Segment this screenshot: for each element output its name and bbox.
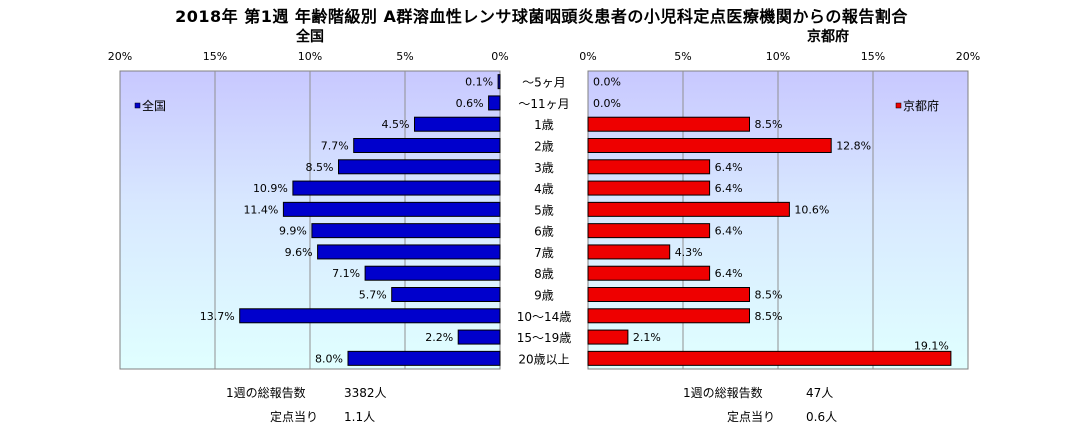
national-data-label: 5.7% <box>359 289 387 302</box>
national-per-value: 1.1人 <box>344 410 376 424</box>
kyoto-tick-label: 20% <box>956 50 980 63</box>
kyoto-legend-swatch <box>895 102 902 109</box>
kyoto-bar <box>587 223 711 239</box>
national-bar <box>457 329 501 345</box>
category-label: 6歳 <box>534 225 554 239</box>
national-bar <box>292 180 501 196</box>
national-data-label: 7.7% <box>321 140 349 153</box>
national-total-value: 3382人 <box>344 386 387 400</box>
kyoto-total-value: 47人 <box>806 386 834 400</box>
national-tick-label: 10% <box>298 50 322 63</box>
kyoto-bar <box>587 244 671 260</box>
national-data-label: 8.5% <box>306 161 334 174</box>
national-data-label: 4.5% <box>382 118 410 131</box>
national-data-label: 9.9% <box>279 225 307 238</box>
category-label: 1歳 <box>534 118 554 132</box>
kyoto-tick-label: 5% <box>674 50 691 63</box>
kyoto-bar <box>587 308 750 324</box>
chart-title: 2018年 第1週 年齢階級別 A群溶血性レンサ球菌咽頭炎患者の小児科定点医療機… <box>175 7 908 26</box>
kyoto-data-label: 8.5% <box>755 118 783 131</box>
national-legend-swatch <box>134 102 141 109</box>
national-data-label: 13.7% <box>200 310 235 323</box>
kyoto-per-label: 定点当り <box>727 410 776 424</box>
kyoto-bar <box>587 201 790 217</box>
kyoto-data-label: 0.0% <box>593 97 621 110</box>
category-label: 2歳 <box>534 140 554 154</box>
kyoto-data-label: 19.1% <box>914 339 949 352</box>
national-bar <box>414 116 501 132</box>
national-data-label: 8.0% <box>315 352 343 365</box>
category-label: 15～19歳 <box>517 331 572 345</box>
kyoto-total-label: 1週の総報告数 <box>683 386 763 400</box>
category-label: 5歳 <box>534 203 554 217</box>
kyoto-tick-label: 0% <box>579 50 596 63</box>
national-data-label: 9.6% <box>285 246 313 259</box>
national-legend-label: 全国 <box>142 98 166 113</box>
kyoto-data-label: 12.8% <box>836 140 871 153</box>
kyoto-data-label: 6.4% <box>715 182 743 195</box>
kyoto-data-label: 0.0% <box>593 76 621 89</box>
kyoto-bar <box>587 265 711 281</box>
national-bar <box>317 244 501 260</box>
national-data-label: 0.6% <box>456 97 484 110</box>
national-bar <box>282 201 501 217</box>
kyoto-data-label: 2.1% <box>633 331 661 344</box>
category-label: 20歳以上 <box>518 352 569 366</box>
kyoto-bar <box>587 350 952 366</box>
kyoto-data-label: 4.3% <box>675 246 703 259</box>
national-bar <box>311 223 501 239</box>
kyoto-per-value: 0.6人 <box>806 410 838 424</box>
national-data-label: 7.1% <box>332 267 360 280</box>
national-data-label: 2.2% <box>425 331 453 344</box>
national-bar <box>364 265 501 281</box>
kyoto-data-label: 8.5% <box>755 289 783 302</box>
category-label: 3歳 <box>534 161 554 175</box>
national-bar <box>347 350 501 366</box>
national-per-label: 定点当り <box>270 410 319 424</box>
kyoto-data-label: 8.5% <box>755 310 783 323</box>
national-bar <box>488 95 501 111</box>
kyoto-panel-title: 京都府 <box>807 28 849 45</box>
national-bar <box>239 308 501 324</box>
national-tick-label: 20% <box>108 50 132 63</box>
national-bar <box>353 138 501 153</box>
kyoto-data-label: 10.6% <box>794 203 829 216</box>
national-tick-label: 5% <box>396 50 413 63</box>
kyoto-data-label: 6.4% <box>715 267 743 280</box>
category-label: 7歳 <box>534 246 554 260</box>
category-label: ～5ヶ月 <box>522 76 566 90</box>
national-data-label: 0.1% <box>465 76 493 89</box>
kyoto-tick-label: 10% <box>766 50 790 63</box>
kyoto-bar <box>587 180 711 196</box>
kyoto-legend-label: 京都府 <box>903 98 939 113</box>
kyoto-data-label: 6.4% <box>715 225 743 238</box>
kyoto-tick-label: 15% <box>861 50 885 63</box>
national-bar <box>497 74 501 90</box>
kyoto-bar <box>587 287 750 302</box>
national-bar <box>391 287 501 302</box>
category-label: 9歳 <box>534 289 554 303</box>
category-label: 4歳 <box>534 182 554 196</box>
kyoto-bar <box>587 159 711 175</box>
kyoto-bar <box>587 116 750 132</box>
category-label: 8歳 <box>534 267 554 281</box>
category-label: 10～14歳 <box>517 310 572 324</box>
national-total-label: 1週の総報告数 <box>226 386 306 400</box>
national-tick-label: 15% <box>203 50 227 63</box>
national-panel-title: 全国 <box>295 28 324 45</box>
national-data-label: 11.4% <box>243 203 278 216</box>
national-tick-label: 0% <box>491 50 508 63</box>
national-data-label: 10.9% <box>253 182 288 195</box>
national-bar <box>338 159 501 175</box>
category-label: ～11ヶ月 <box>518 97 569 111</box>
kyoto-bar <box>587 138 832 153</box>
kyoto-bar <box>587 329 629 345</box>
kyoto-data-label: 6.4% <box>715 161 743 174</box>
